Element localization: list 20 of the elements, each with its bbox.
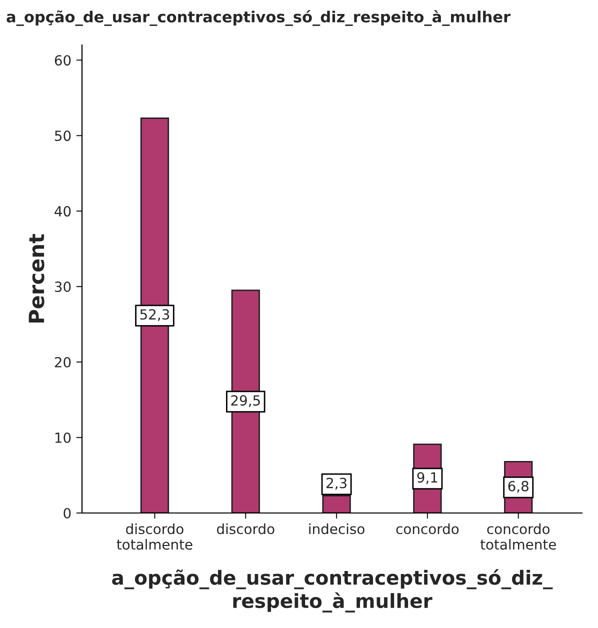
y-tick-label: 50	[54, 130, 71, 142]
x-tick-label: indeciso	[309, 523, 364, 534]
x-tick-label: discordo totalmente	[116, 523, 192, 550]
data-label: 29,5	[231, 395, 260, 408]
data-label: 2,3	[326, 478, 346, 490]
data-label: 9,1	[417, 472, 438, 484]
y-tick-label: 0	[64, 508, 71, 518]
x-tick-label: concordo totalmente	[480, 523, 556, 550]
chart-title: a_opção_de_usar_contraceptivos_só_diz_respeito_à_mulher	[6, 10, 511, 26]
y-tick-label: 20	[54, 357, 71, 368]
y-tick-label: 40	[54, 206, 71, 217]
x-tick-label: discordo	[216, 523, 274, 534]
y-tick-label: 30	[54, 282, 71, 292]
y-tick-label: 10	[55, 432, 71, 443]
y-tick-label: 60	[54, 55, 71, 66]
x-tick-label: concordo	[396, 523, 459, 534]
data-label: 6,8	[508, 480, 528, 493]
data-label: 52,3	[140, 309, 170, 322]
y-axis-title: Percent	[28, 234, 44, 323]
x-axis-title: a_opção_de_usar_contraceptivos_só_diz_ respeito_à_mulher	[112, 569, 553, 612]
